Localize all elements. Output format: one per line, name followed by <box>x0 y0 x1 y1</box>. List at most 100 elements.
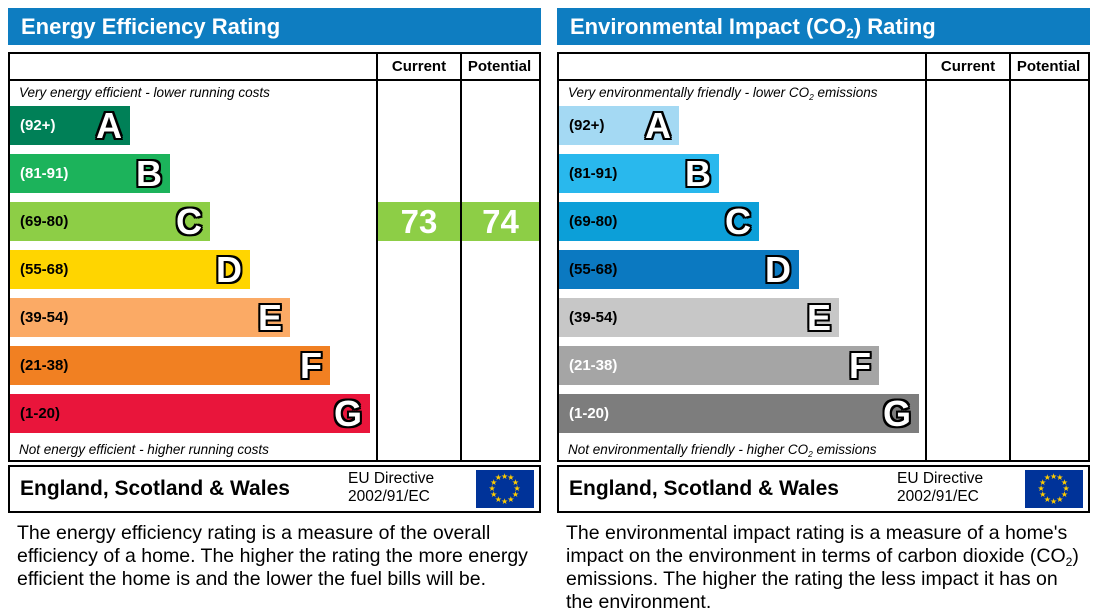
band-bar-b: (81-91) B <box>10 153 170 194</box>
directive-line1: EU Directive <box>348 470 435 487</box>
band-bar-d: (55-68) D <box>10 249 250 290</box>
title-text: Energy Efficiency Rating <box>21 14 281 39</box>
description-text: The environmental impact rating is a mea… <box>566 522 1068 567</box>
eu-flag-star: ★ <box>494 473 502 483</box>
column-header-row <box>559 54 1088 81</box>
band-row-c: (69-80) C <box>559 201 925 242</box>
band-letter: B <box>685 153 711 194</box>
band-range-label: (1-20) <box>20 405 61 422</box>
potential-rating-marker: 74 <box>462 202 539 241</box>
band-range-label: (55-68) <box>569 261 618 278</box>
band-bar-c: (69-80) C <box>559 201 759 242</box>
eu-flag-star: ★ <box>1039 490 1047 500</box>
band-bar-e: (39-54) E <box>559 297 839 338</box>
directive-line1: EU Directive <box>897 470 984 487</box>
band-bar-a: (92+) A <box>10 106 130 146</box>
bottom-caption: Not energy efficient - higher running co… <box>19 442 269 457</box>
eu-flag-star: ★ <box>1056 473 1064 483</box>
caption-text: Not environmentally friendly - higher CO <box>568 442 809 457</box>
band-bar-f: (21-38) F <box>10 345 330 386</box>
environmental-impact-panel: Environmental Impact (CO2) Rating Curren… <box>557 8 1090 613</box>
eu-flag-star: ★ <box>513 484 521 493</box>
band-range-label: (55-68) <box>20 261 69 278</box>
eu-flag-star: ★ <box>1062 484 1070 493</box>
band-row-e: (39-54) E <box>559 297 925 338</box>
band-range-label: (92+) <box>569 117 605 134</box>
band-row-f: (21-38) F <box>10 345 376 386</box>
description-text-post: ) emissions. The higher the rating the l… <box>566 545 1079 613</box>
band-range-label: (69-80) <box>20 213 69 230</box>
eu-directive-label: EU Directive 2002/91/EC <box>897 470 983 506</box>
caption-text: Very energy efficient - lower running co… <box>19 85 270 100</box>
band-letter: E <box>257 297 282 338</box>
eu-flag-star: ★ <box>1037 484 1045 493</box>
description-subscript: 2 <box>1065 554 1073 569</box>
eu-flag-star: ★ <box>1060 477 1068 487</box>
band-letter: G <box>882 393 911 434</box>
band-letter: C <box>176 201 202 242</box>
eu-flag-star: ★ <box>511 490 519 500</box>
eu-flag-star: ★ <box>488 484 496 493</box>
eu-directive-label: EU Directive 2002/91/EC <box>348 470 434 506</box>
region-label: England, Scotland & Wales <box>20 477 290 500</box>
bottom-caption: Not environmentally friendly - higher CO… <box>568 442 877 459</box>
environmental-rating-table: Current Potential Very environmentally f… <box>557 52 1090 462</box>
eu-flag-star: ★ <box>490 477 498 487</box>
band-letter: E <box>806 297 831 338</box>
band-row-g: (1-20) G <box>559 393 925 434</box>
column-header-row <box>10 54 539 81</box>
caption-subscript: 2 <box>808 448 813 459</box>
band-bar-g: (1-20) G <box>10 393 370 434</box>
eu-flag-star: ★ <box>1043 473 1051 483</box>
table-inner: Current Potential Very energy efficient … <box>10 54 539 460</box>
caption-text: Not energy efficient - higher running co… <box>19 442 269 457</box>
band-bar-c: (69-80) C <box>10 201 210 242</box>
eu-flag-star: ★ <box>494 494 502 504</box>
caption-text-post: emissions <box>812 442 877 457</box>
band-range-label: (39-54) <box>20 309 69 326</box>
energy-efficiency-panel: Energy Efficiency Rating Current Potenti… <box>8 8 541 613</box>
band-bar-f: (21-38) F <box>559 345 879 386</box>
band-row-a: (92+) A <box>10 106 376 146</box>
column-divider <box>460 54 462 460</box>
band-letter: F <box>300 345 322 386</box>
eu-flag-icon: ★ ★ ★ ★ ★ ★ ★ ★ ★ ★ ★ ★ <box>1025 470 1083 508</box>
band-letter: D <box>765 249 791 290</box>
eu-flag-icon: ★ ★ ★ ★ ★ ★ ★ ★ ★ ★ ★ ★ <box>476 470 534 508</box>
potential-column-header: Potential <box>1016 58 1081 75</box>
band-letter: F <box>849 345 871 386</box>
potential-column-header: Potential <box>467 58 532 75</box>
band-range-label: (21-38) <box>20 357 69 374</box>
directive-line2: 2002/91/EC <box>897 488 979 505</box>
eu-flag-star: ★ <box>507 473 515 483</box>
column-divider <box>376 54 378 460</box>
band-row-b: (81-91) B <box>559 153 925 194</box>
band-range-label: (39-54) <box>569 309 618 326</box>
band-row-g: (1-20) G <box>10 393 376 434</box>
band-letter: C <box>725 201 751 242</box>
band-row-f: (21-38) F <box>559 345 925 386</box>
region-label: England, Scotland & Wales <box>569 477 839 500</box>
environmental-rating-description: The environmental impact rating is a mea… <box>566 522 1089 613</box>
description-text: The energy efficiency rating is a measur… <box>17 522 528 590</box>
band-range-label: (92+) <box>20 117 56 134</box>
caption-text: Very environmentally friendly - lower CO <box>568 85 810 100</box>
band-letter: B <box>136 153 162 194</box>
band-bar-b: (81-91) B <box>559 153 719 194</box>
footer-box: England, Scotland & Wales EU Directive 20… <box>8 465 541 513</box>
band-bar-e: (39-54) E <box>10 297 290 338</box>
band-letter: D <box>216 249 242 290</box>
energy-rating-table: Current Potential Very energy efficient … <box>8 52 541 462</box>
energy-efficiency-title: Energy Efficiency Rating <box>8 8 541 45</box>
eu-flag-star: ★ <box>501 496 509 506</box>
band-bar-g: (1-20) G <box>559 393 919 434</box>
band-row-c: (69-80) C <box>10 201 376 242</box>
band-row-d: (55-68) D <box>10 249 376 290</box>
band-range-label: (81-91) <box>569 165 618 182</box>
column-divider <box>1009 54 1011 460</box>
band-letter: G <box>333 393 362 434</box>
eu-flag-star: ★ <box>490 490 498 500</box>
band-row-a: (92+) A <box>559 106 925 146</box>
eu-flag-star: ★ <box>1060 490 1068 500</box>
eu-flag-star: ★ <box>1050 471 1058 481</box>
